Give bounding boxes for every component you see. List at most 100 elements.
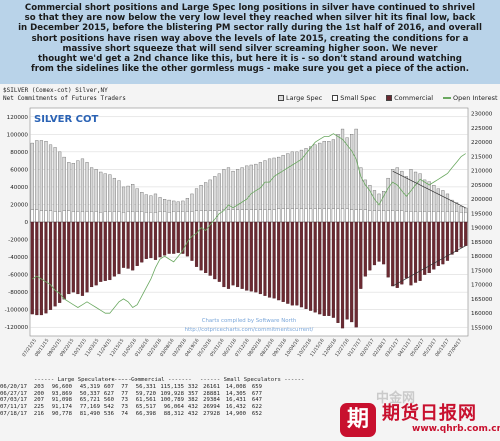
- table-cell: 332: [187, 383, 198, 390]
- small-spec-bar: [386, 210, 390, 223]
- commercial-bar: [90, 221, 94, 288]
- commercial-bar: [322, 221, 326, 316]
- commercial-bar: [226, 221, 231, 289]
- small-spec-bar: [245, 209, 249, 223]
- commentary-line: so that they are now below the very low …: [24, 13, 476, 24]
- table-cell: 81,490: [79, 410, 100, 417]
- commercial-bar: [208, 221, 212, 276]
- small-spec-bar: [254, 209, 258, 223]
- commercial-bar: [263, 221, 267, 296]
- small-spec-bar: [181, 211, 185, 223]
- commercial-bar: [331, 221, 335, 318]
- commercial-bar: [76, 221, 80, 295]
- legend-swatch: [386, 95, 393, 101]
- commercial-bar: [103, 221, 107, 281]
- commercial-bar: [427, 221, 431, 274]
- commercial-bar: [272, 221, 276, 299]
- small-spec-bar: [459, 212, 463, 223]
- small-spec-bar: [322, 208, 326, 223]
- small-spec-bar: [226, 209, 231, 223]
- commercial-bar: [327, 221, 331, 316]
- commercial-bar: [199, 221, 203, 271]
- chart-credit: Charts compiled by Software North: [202, 318, 297, 324]
- table-cell: 115,135: [160, 383, 184, 390]
- small-spec-bar: [377, 210, 381, 223]
- small-spec-bar: [126, 211, 130, 223]
- large-spec-bar: [44, 141, 48, 223]
- table-cell: 77: [121, 390, 128, 397]
- commercial-bar: [190, 221, 194, 261]
- small-spec-bar: [464, 212, 468, 223]
- commercial-bar: [340, 221, 345, 329]
- commercial-bar: [121, 221, 126, 268]
- large-spec-bar: [39, 140, 43, 223]
- watermark-name: 期货日报网: [382, 403, 477, 424]
- right-tick-label: 205000: [471, 183, 493, 189]
- table-cell: 607: [103, 383, 114, 390]
- table-cell: 225: [33, 404, 44, 411]
- small-spec-bar: [299, 208, 304, 223]
- table-cell: 07/11/17: [0, 404, 27, 411]
- commercial-bar: [176, 221, 180, 253]
- small-spec-bar: [144, 212, 148, 223]
- table-cell: 27928: [203, 410, 220, 417]
- commercial-bar: [85, 221, 89, 293]
- large-spec-bar: [354, 128, 358, 223]
- table-cell: 96,064: [163, 404, 184, 411]
- small-spec-bar: [30, 209, 34, 223]
- small-spec-bar: [80, 211, 85, 223]
- cot-chart: 120000100000800006000040000200000-20000-…: [5, 107, 493, 358]
- right-tick-label: 155000: [471, 325, 493, 331]
- commercial-bar: [386, 221, 390, 278]
- small-spec-bar: [108, 211, 112, 223]
- large-spec-bar: [340, 128, 345, 223]
- chart-title: SILVER COT: [34, 114, 99, 125]
- small-spec-bar: [336, 208, 340, 223]
- watermark: 中金网 期 期货日报网 www.qhrb.com.cn: [330, 391, 500, 441]
- commercial-bar: [413, 221, 418, 283]
- commercial-bar: [450, 221, 454, 255]
- small-spec-bar: [359, 209, 363, 223]
- positions-table: ------ Large Speculators ------ ------- C…: [0, 377, 430, 418]
- left-tick-label: 40000: [10, 185, 28, 191]
- small-spec-bar: [331, 208, 335, 223]
- right-tick-label: 225000: [471, 126, 493, 132]
- small-spec-bar: [85, 211, 89, 223]
- commercial-bar: [99, 221, 103, 282]
- commercial-bar: [286, 221, 290, 304]
- commercial-bar: [445, 221, 450, 261]
- table-group-label: ------ Large Speculators ------: [34, 377, 139, 383]
- right-tick-label: 195000: [471, 211, 493, 217]
- legend-item: Small Spec: [332, 94, 376, 102]
- small-spec-bar: [163, 211, 167, 223]
- table-group-label: ------- Commercial -------: [104, 377, 192, 383]
- table-cell: 56,331: [135, 383, 156, 390]
- commentary-line: massive short squeeze that will send sil…: [62, 43, 438, 54]
- small-spec-bar: [277, 208, 281, 223]
- small-spec-bar: [158, 211, 162, 223]
- small-spec-bar: [368, 210, 372, 223]
- commentary-line: short positions have risen way above the…: [31, 33, 469, 44]
- table-cell: 91,174: [51, 404, 72, 411]
- commercial-bar: [299, 221, 304, 308]
- commercial-bar: [144, 221, 148, 259]
- commercial-bar: [131, 221, 135, 271]
- table-group-header: ------ Large Speculators ------ ------- C…: [0, 377, 430, 384]
- commercial-bar: [245, 221, 249, 291]
- legend-item: Open Interest: [443, 94, 498, 102]
- legend-swatch: [443, 97, 452, 99]
- table-cell: 542: [103, 404, 114, 411]
- legend-swatch: [332, 95, 339, 101]
- legend-label: Open Interest: [453, 94, 498, 102]
- small-spec-bar: [382, 210, 386, 223]
- small-spec-bar: [249, 209, 253, 223]
- table-cell: 100,789: [160, 397, 184, 404]
- commercial-bar: [213, 221, 217, 280]
- table-row: 06/20/17 203 96,600 45,319 607 77 56,331 115,13…: [0, 384, 430, 391]
- commercial-bar: [108, 221, 112, 281]
- commercial-bar: [240, 221, 244, 289]
- table-cell: 06/20/17: [0, 383, 27, 390]
- commercial-bar: [290, 221, 294, 306]
- small-spec-bar: [135, 211, 139, 223]
- large-spec-bar: [53, 147, 57, 223]
